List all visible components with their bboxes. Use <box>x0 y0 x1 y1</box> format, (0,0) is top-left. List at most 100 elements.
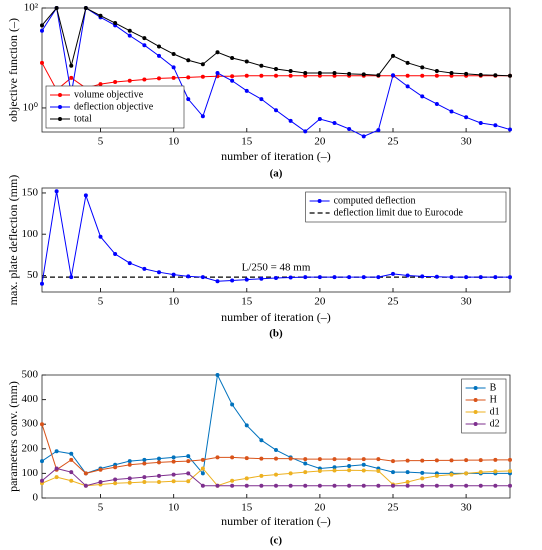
point <box>405 60 410 65</box>
point <box>420 483 425 488</box>
y-tick-label: 100 <box>22 228 39 240</box>
point <box>361 275 366 280</box>
legend-box <box>305 191 507 223</box>
point <box>83 193 88 198</box>
y-tick-label: 500 <box>22 369 39 381</box>
point <box>40 478 44 483</box>
point <box>142 461 147 466</box>
point <box>215 373 220 377</box>
x-axis-label: number of iteration (–) <box>221 310 331 324</box>
point <box>332 465 337 470</box>
y-axis-label: parameters conv. (mm) <box>6 381 20 492</box>
point <box>200 275 205 280</box>
point <box>420 94 425 99</box>
point <box>405 483 410 488</box>
point <box>171 52 176 57</box>
legend-marker <box>58 93 62 97</box>
point <box>478 483 483 488</box>
point <box>376 73 381 78</box>
point <box>464 471 469 476</box>
point <box>376 128 381 133</box>
point <box>288 275 293 280</box>
caption: (b) <box>269 328 283 340</box>
point <box>303 73 308 78</box>
point <box>157 76 161 81</box>
point <box>259 438 264 443</box>
point <box>478 275 483 280</box>
point <box>142 43 147 48</box>
x-tick-label: 15 <box>241 502 253 514</box>
point <box>332 120 337 125</box>
point <box>493 275 498 280</box>
point <box>332 457 337 462</box>
point <box>171 75 176 80</box>
point <box>288 68 293 73</box>
point <box>200 483 205 488</box>
y-tick-label: 150 <box>22 186 39 198</box>
point <box>230 478 235 483</box>
point <box>200 62 205 67</box>
x-tick-label: 20 <box>314 502 326 514</box>
point <box>54 449 59 454</box>
point <box>171 65 176 70</box>
point <box>113 477 118 482</box>
point <box>244 476 249 481</box>
point <box>347 275 352 280</box>
point <box>40 23 44 28</box>
point <box>376 457 381 462</box>
point <box>449 483 454 488</box>
point <box>478 470 483 475</box>
point <box>449 275 454 280</box>
point <box>420 476 425 481</box>
point <box>508 457 512 462</box>
x-tick-label: 30 <box>461 136 473 148</box>
y-axis-label: objective function (–) <box>6 18 20 122</box>
point <box>127 261 132 266</box>
legend-label: B <box>490 382 497 393</box>
point <box>391 73 395 78</box>
point <box>361 462 366 467</box>
point <box>244 59 249 64</box>
point <box>69 63 74 68</box>
caption: (a) <box>270 168 283 180</box>
point <box>303 129 308 134</box>
point <box>274 483 278 488</box>
point <box>142 480 147 485</box>
point <box>215 455 220 460</box>
point <box>259 63 264 68</box>
legend-label: deflection objective <box>74 101 154 112</box>
point <box>230 278 235 283</box>
point <box>274 73 278 78</box>
point <box>40 422 44 427</box>
point <box>244 277 249 282</box>
point <box>230 74 235 79</box>
point <box>142 457 147 462</box>
point <box>157 456 161 461</box>
point <box>449 71 454 76</box>
legend-marker <box>58 105 62 109</box>
point <box>230 483 235 488</box>
point <box>171 479 176 484</box>
point <box>288 118 293 123</box>
point <box>171 272 176 277</box>
point <box>274 108 278 113</box>
x-tick-label: 30 <box>461 296 473 308</box>
point <box>186 454 191 459</box>
point <box>157 270 161 275</box>
x-tick-label: 20 <box>314 296 326 308</box>
point <box>215 279 220 284</box>
point <box>317 483 322 488</box>
point <box>244 483 249 488</box>
point <box>420 73 425 78</box>
point <box>127 78 132 83</box>
point <box>259 73 264 78</box>
point <box>54 466 59 471</box>
x-axis-label: number of iteration (–) <box>221 514 331 528</box>
point <box>508 275 512 280</box>
point <box>347 483 352 488</box>
point <box>98 82 103 87</box>
point <box>171 459 176 464</box>
point <box>186 471 191 476</box>
point <box>288 471 293 476</box>
point <box>464 275 469 280</box>
